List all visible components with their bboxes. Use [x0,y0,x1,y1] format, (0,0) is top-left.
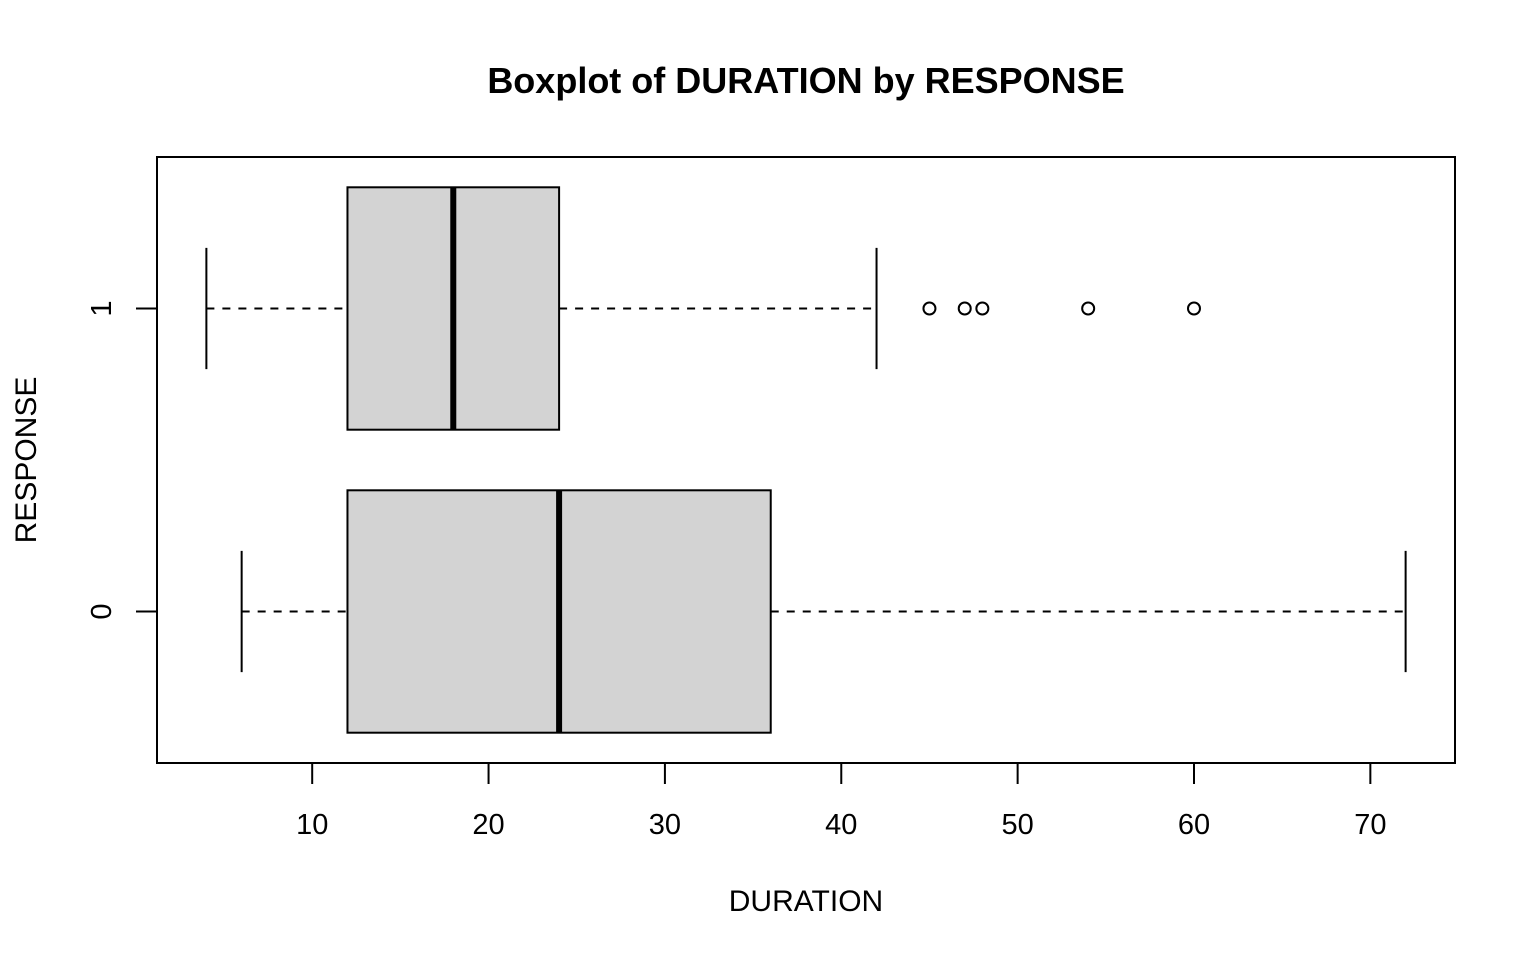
outlier-1-2 [975,301,990,316]
x-axis-label: DURATION [729,885,883,918]
x-axis: 10 20 30 40 50 60 70 [296,762,1386,841]
x-tick-label-70: 70 [1354,809,1386,841]
outlier-1-1 [957,301,972,316]
box-0 [240,489,1407,734]
chart-title: Boxplot of DURATION by RESPONSE [487,60,1124,101]
x-tick-label-20: 20 [472,809,504,841]
x-tick-label-50: 50 [1001,809,1033,841]
x-tick-label-40: 40 [825,809,857,841]
y-axis: 01 [86,300,158,620]
x-tick-label-60: 60 [1178,809,1210,841]
y-tick-label-0: 0 [86,603,118,619]
y-axis-label: RESPONSE [10,377,43,544]
outlier-1-0 [922,301,937,316]
box-1 [205,186,1201,431]
outlier-1-4 [1186,301,1201,316]
outlier-1-3 [1081,301,1096,316]
y-tick-label-1: 1 [86,300,118,316]
x-tick-label-10: 10 [296,809,328,841]
x-tick-label-30: 30 [649,809,681,841]
boxes-group [205,186,1407,734]
